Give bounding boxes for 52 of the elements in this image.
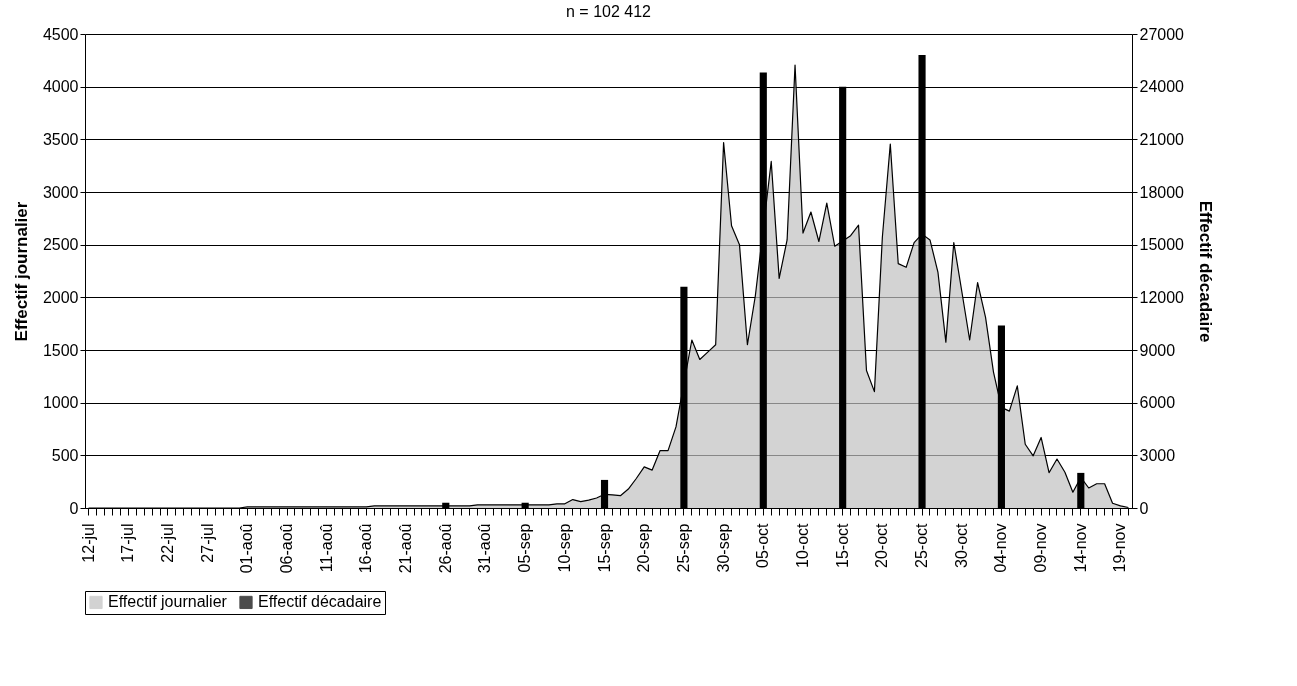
x-tick-label: 17-jul (119, 523, 137, 563)
x-tick-label: 27-jul (198, 523, 216, 563)
chart-title: n = 102 412 (566, 3, 652, 20)
x-tick-label: 01-aoû (238, 523, 256, 574)
y2-tick-label: 12000 (1139, 288, 1185, 306)
x-tick-label: 19-nov (1111, 523, 1129, 573)
y-tick-label: 1000 (42, 394, 79, 412)
x-tick-label: 26-aoû (436, 523, 454, 574)
y2-axis-title: Effectif décadaire (1195, 200, 1215, 343)
legend-label: Effectif décadaire (258, 593, 382, 611)
y-tick-label: 0 (69, 499, 79, 517)
x-tick-label: 04-nov (992, 523, 1010, 573)
x-tick-label: 12-jul (79, 523, 97, 563)
x-tick-label: 25-oct (913, 522, 931, 568)
y2-tick-label: 24000 (1139, 78, 1185, 96)
x-tick-label: 25-sep (674, 523, 692, 573)
x-tick-label: 05-oct (754, 522, 772, 568)
x-tick-label: 06-aoû (278, 523, 296, 574)
y2-tick-label: 3000 (1139, 446, 1176, 464)
y-tick-label: 500 (51, 446, 79, 464)
y-tick-label: 2000 (42, 288, 79, 306)
y2-tick-label: 21000 (1139, 130, 1185, 148)
x-tick-label: 15-oct (833, 522, 851, 568)
x-tick-label: 14-nov (1071, 523, 1089, 573)
x-tick-label: 22-jul (158, 523, 176, 563)
x-tick-label: 11-aoû (317, 523, 335, 573)
x-tick-label: 30-sep (714, 523, 732, 573)
y-tick-label: 2500 (42, 236, 79, 254)
y-axis-title: Effectif journalier (11, 201, 31, 342)
x-tick-label: 10-oct (793, 522, 811, 568)
x-tick-label: 09-nov (1032, 523, 1050, 573)
y-tick-label: 3000 (42, 183, 79, 201)
x-tick-label: 30-oct (952, 522, 970, 568)
x-tick-label: 10-sep (555, 523, 573, 573)
y2-tick-label: 27000 (1139, 25, 1185, 43)
x-tick-label: 15-sep (595, 523, 613, 573)
y-tick-label: 3500 (42, 130, 79, 148)
y2-tick-label: 9000 (1139, 341, 1176, 359)
x-tick-label: 20-oct (873, 522, 891, 568)
x-tick-label: 20-sep (635, 523, 653, 573)
y-tick-label: 4000 (42, 78, 79, 96)
y2-tick-label: 18000 (1139, 183, 1185, 201)
x-tick-label: 21-aoû (397, 523, 415, 574)
y2-tick-label: 15000 (1139, 236, 1185, 254)
x-tick-label: 05-sep (516, 523, 534, 573)
y-tick-label: 4500 (42, 25, 79, 43)
y2-tick-label: 0 (1139, 499, 1149, 517)
legend-label: Effectif journalier (108, 593, 228, 611)
x-tick-label: 31-aoû (476, 523, 494, 574)
x-tick-label: 16-aoû (357, 523, 375, 574)
y2-tick-label: 6000 (1139, 394, 1176, 412)
y-tick-label: 1500 (42, 341, 79, 359)
